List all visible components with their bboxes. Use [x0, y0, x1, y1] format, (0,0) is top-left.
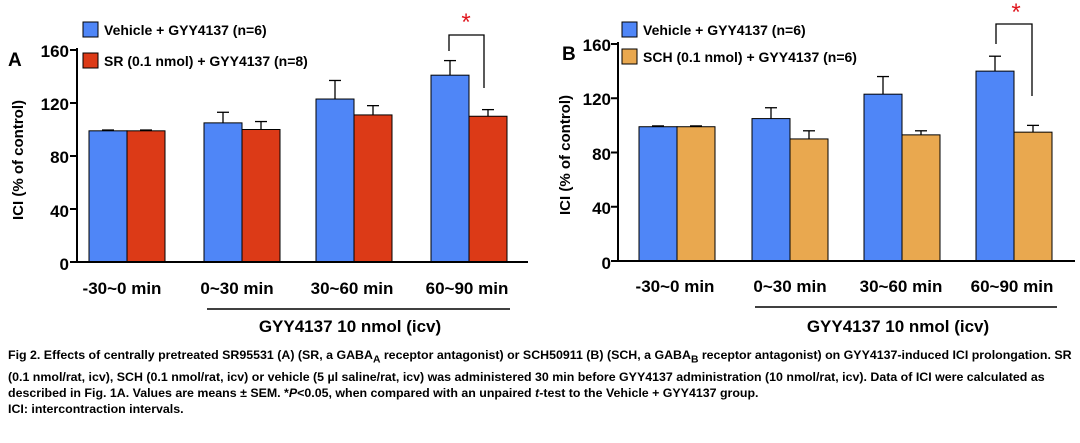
panel-a-ytick-label: 40 [50, 202, 69, 221]
panel-b-x-ticks: -30~0 min 0~30 min 30~60 min 60~90 min [636, 277, 1054, 296]
figure-canvas: A ICI (% of control) 160 120 80 40 0 -30… [8, 0, 1075, 336]
panel-b-xtick-label: 30~60 min [860, 277, 943, 296]
legend-swatch-sr [82, 52, 99, 69]
panel-a-ytick-label: 80 [50, 148, 69, 167]
caption-text: Effects of centrally pretreated SR95531 … [40, 348, 373, 362]
panel-a-xtick-label: 30~60 min [311, 279, 394, 298]
caption-text: -test to the Vehicle + GYY4137 group. [539, 385, 759, 400]
panel-a-ytick-label: 160 [41, 42, 69, 61]
bar-treatment [126, 130, 166, 263]
figure-caption: Fig 2. Effects of centrally pretreated S… [8, 347, 1072, 417]
panel-a-axes [70, 48, 528, 263]
significance-bracket [995, 23, 1033, 96]
caption-italic: t [535, 385, 540, 400]
panel-label-b: B [562, 44, 576, 65]
bar-treatment [353, 114, 393, 263]
caption-fig-label: Fig 2. [8, 348, 41, 362]
legend-label-sr: SR (0.1 nmol) + GYY4137 (n=8) [104, 53, 308, 69]
panel-b-y-axis-label: ICI (% of control) [557, 95, 574, 215]
panel-b-legend: Vehicle + GYY4137 (n=6) SCH (0.1 nmol) +… [621, 21, 857, 65]
panel-a-xtick-label: 60~90 min [426, 279, 509, 298]
panel-a-xtick-label: 0~30 min [200, 279, 273, 298]
significance-star: * [461, 9, 470, 36]
bar-vehicle [751, 118, 791, 262]
panel-a-ytick-label: 0 [60, 255, 69, 274]
panel-b-ytick-label: 160 [583, 36, 611, 55]
caption-subscript: B [690, 354, 699, 366]
panel-a-treatment-bracket-label: GYY4137 10 nmol (icv) [259, 317, 441, 336]
legend-label-vehicle: Vehicle + GYY4137 (n=6) [643, 22, 806, 38]
panel-a-y-ticks: 160 120 80 40 0 [41, 42, 69, 274]
panel-b-treatment-bracket-label: GYY4137 10 nmol (icv) [807, 317, 989, 336]
panel-a: A ICI (% of control) 160 120 80 40 0 -30… [8, 9, 528, 336]
panel-a-x-ticks: -30~0 min 0~30 min 30~60 min 60~90 min [83, 279, 509, 298]
panel-a-bars [88, 59, 508, 263]
bar-treatment [789, 138, 829, 262]
bar-treatment [468, 115, 508, 263]
panel-label-a: A [8, 50, 22, 71]
caption-abbreviation: ICI: intercontraction intervals. [8, 402, 184, 417]
panel-b-xtick-label: 60~90 min [971, 277, 1054, 296]
panel-b-bars [638, 55, 1053, 262]
legend-swatch-vehicle [621, 21, 638, 38]
significance-star: * [1011, 0, 1020, 26]
caption-text: <0.05, when compared with an unpaired [297, 385, 536, 400]
bar-vehicle [975, 70, 1015, 262]
panel-b: B ICI (% of control) 160 120 80 40 0 -30… [557, 0, 1075, 336]
panel-b-ytick-label: 40 [592, 199, 611, 218]
legend-label-vehicle: Vehicle + GYY4137 (n=6) [104, 22, 267, 38]
bar-treatment [676, 126, 716, 262]
panel-a-ytick-label: 120 [41, 95, 69, 114]
panel-a-xtick-label: -30~0 min [83, 279, 162, 298]
panel-a-significance: * [448, 9, 485, 88]
bar-vehicle [88, 130, 128, 263]
bar-vehicle [315, 98, 355, 263]
panel-b-ytick-label: 0 [602, 254, 611, 273]
bar-vehicle [638, 126, 678, 262]
panel-a-y-axis-label: ICI (% of control) [10, 100, 27, 220]
panel-b-ytick-label: 80 [592, 145, 611, 164]
panel-b-axes [611, 42, 1075, 262]
panel-b-xtick-label: 0~30 min [753, 277, 826, 296]
significance-bracket [448, 34, 485, 88]
legend-swatch-vehicle [82, 21, 99, 38]
panel-b-ytick-label: 120 [583, 90, 611, 109]
caption-text: receptor antagonist) on GYY4137-induced … [8, 348, 1072, 400]
caption-main: Fig 2. Effects of centrally pretreated S… [8, 347, 1072, 401]
caption-subscript: A [372, 354, 381, 366]
panel-b-xtick-label: -30~0 min [636, 277, 715, 296]
panel-b-y-ticks: 160 120 80 40 0 [583, 36, 611, 273]
legend-label-sch: SCH (0.1 nmol) + GYY4137 (n=6) [643, 49, 857, 65]
bar-treatment [241, 129, 281, 263]
panel-a-legend: Vehicle + GYY4137 (n=6) SR (0.1 nmol) + … [82, 21, 308, 69]
legend-swatch-sch [621, 48, 638, 65]
bar-vehicle [203, 122, 243, 263]
bar-vehicle [430, 74, 470, 263]
panel-b-significance: * [995, 0, 1033, 96]
bar-treatment [1013, 131, 1053, 262]
bar-treatment [901, 134, 941, 262]
bar-vehicle [863, 93, 903, 262]
caption-italic: P [288, 385, 298, 400]
caption-text: receptor antagonist) or SCH50911 (B) (SC… [380, 348, 691, 362]
